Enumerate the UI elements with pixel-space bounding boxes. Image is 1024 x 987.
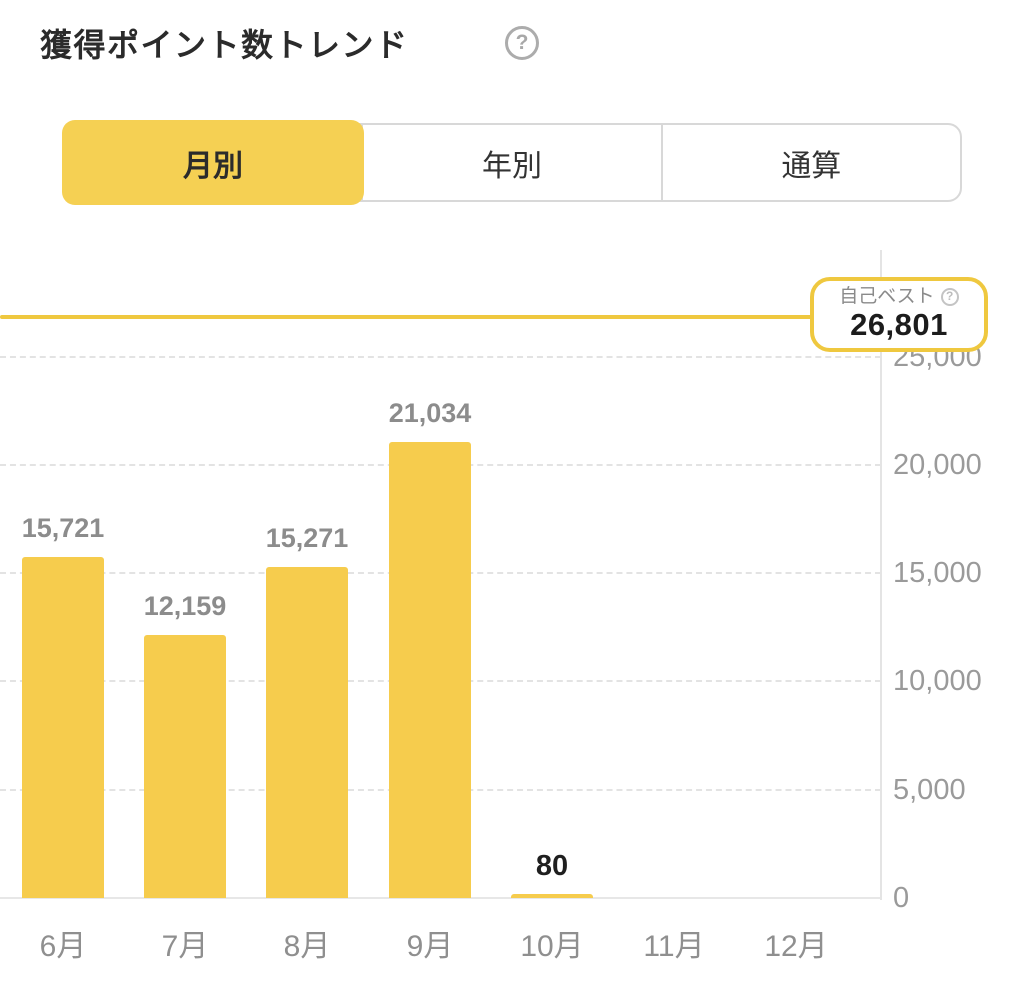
personal-best-value: 26,801 <box>850 307 948 343</box>
x-axis-label-7月: 7月 <box>161 930 209 963</box>
chart-bar-9月 <box>389 442 471 898</box>
personal-best-help-icon[interactable]: ? <box>940 287 959 306</box>
chart-bar-10月 <box>511 894 593 898</box>
x-axis-label-10月: 10月 <box>520 930 584 963</box>
title-help-icon[interactable]: ? <box>505 26 539 60</box>
y-axis-label: 20,000 <box>893 448 982 481</box>
x-axis-label-11月: 11月 <box>643 930 705 963</box>
x-axis-label-6月: 6月 <box>39 930 87 963</box>
gridline-25000 <box>0 355 881 358</box>
bar-value-label: 21,034 <box>388 398 472 428</box>
y-axis-label: 0 <box>893 882 910 914</box>
personal-best-line <box>0 315 812 320</box>
bar-value-label: 12,159 <box>143 591 227 621</box>
y-axis-label: 15,000 <box>893 557 982 590</box>
chart-bar-7月 <box>144 635 226 898</box>
chart-bar-8月 <box>266 567 348 898</box>
bar-value-label: 80 <box>535 850 569 882</box>
x-axis-label-8月: 8月 <box>283 930 331 963</box>
tab-total[interactable]: 通算 <box>660 125 960 200</box>
tab-monthly-active[interactable]: 月別 <box>62 120 364 205</box>
y-axis-label: 10,000 <box>893 665 982 698</box>
bar-value-label: 15,721 <box>21 513 105 543</box>
bar-value-label: 15,271 <box>265 523 349 553</box>
page-title: 獲得ポイント数トレンド <box>40 27 409 63</box>
gridline-0 <box>0 897 881 899</box>
personal-best-label: 自己ベスト <box>839 285 935 307</box>
x-axis-label-9月: 9月 <box>406 930 454 963</box>
y-axis-line <box>880 250 882 900</box>
tab-yearly[interactable]: 年別 <box>361 125 660 200</box>
x-axis-label-12月: 12月 <box>764 930 828 963</box>
chart-bar-6月 <box>22 557 104 898</box>
personal-best-badge: 自己ベスト ? 26,801 <box>810 277 988 352</box>
y-axis-label: 5,000 <box>893 773 966 806</box>
